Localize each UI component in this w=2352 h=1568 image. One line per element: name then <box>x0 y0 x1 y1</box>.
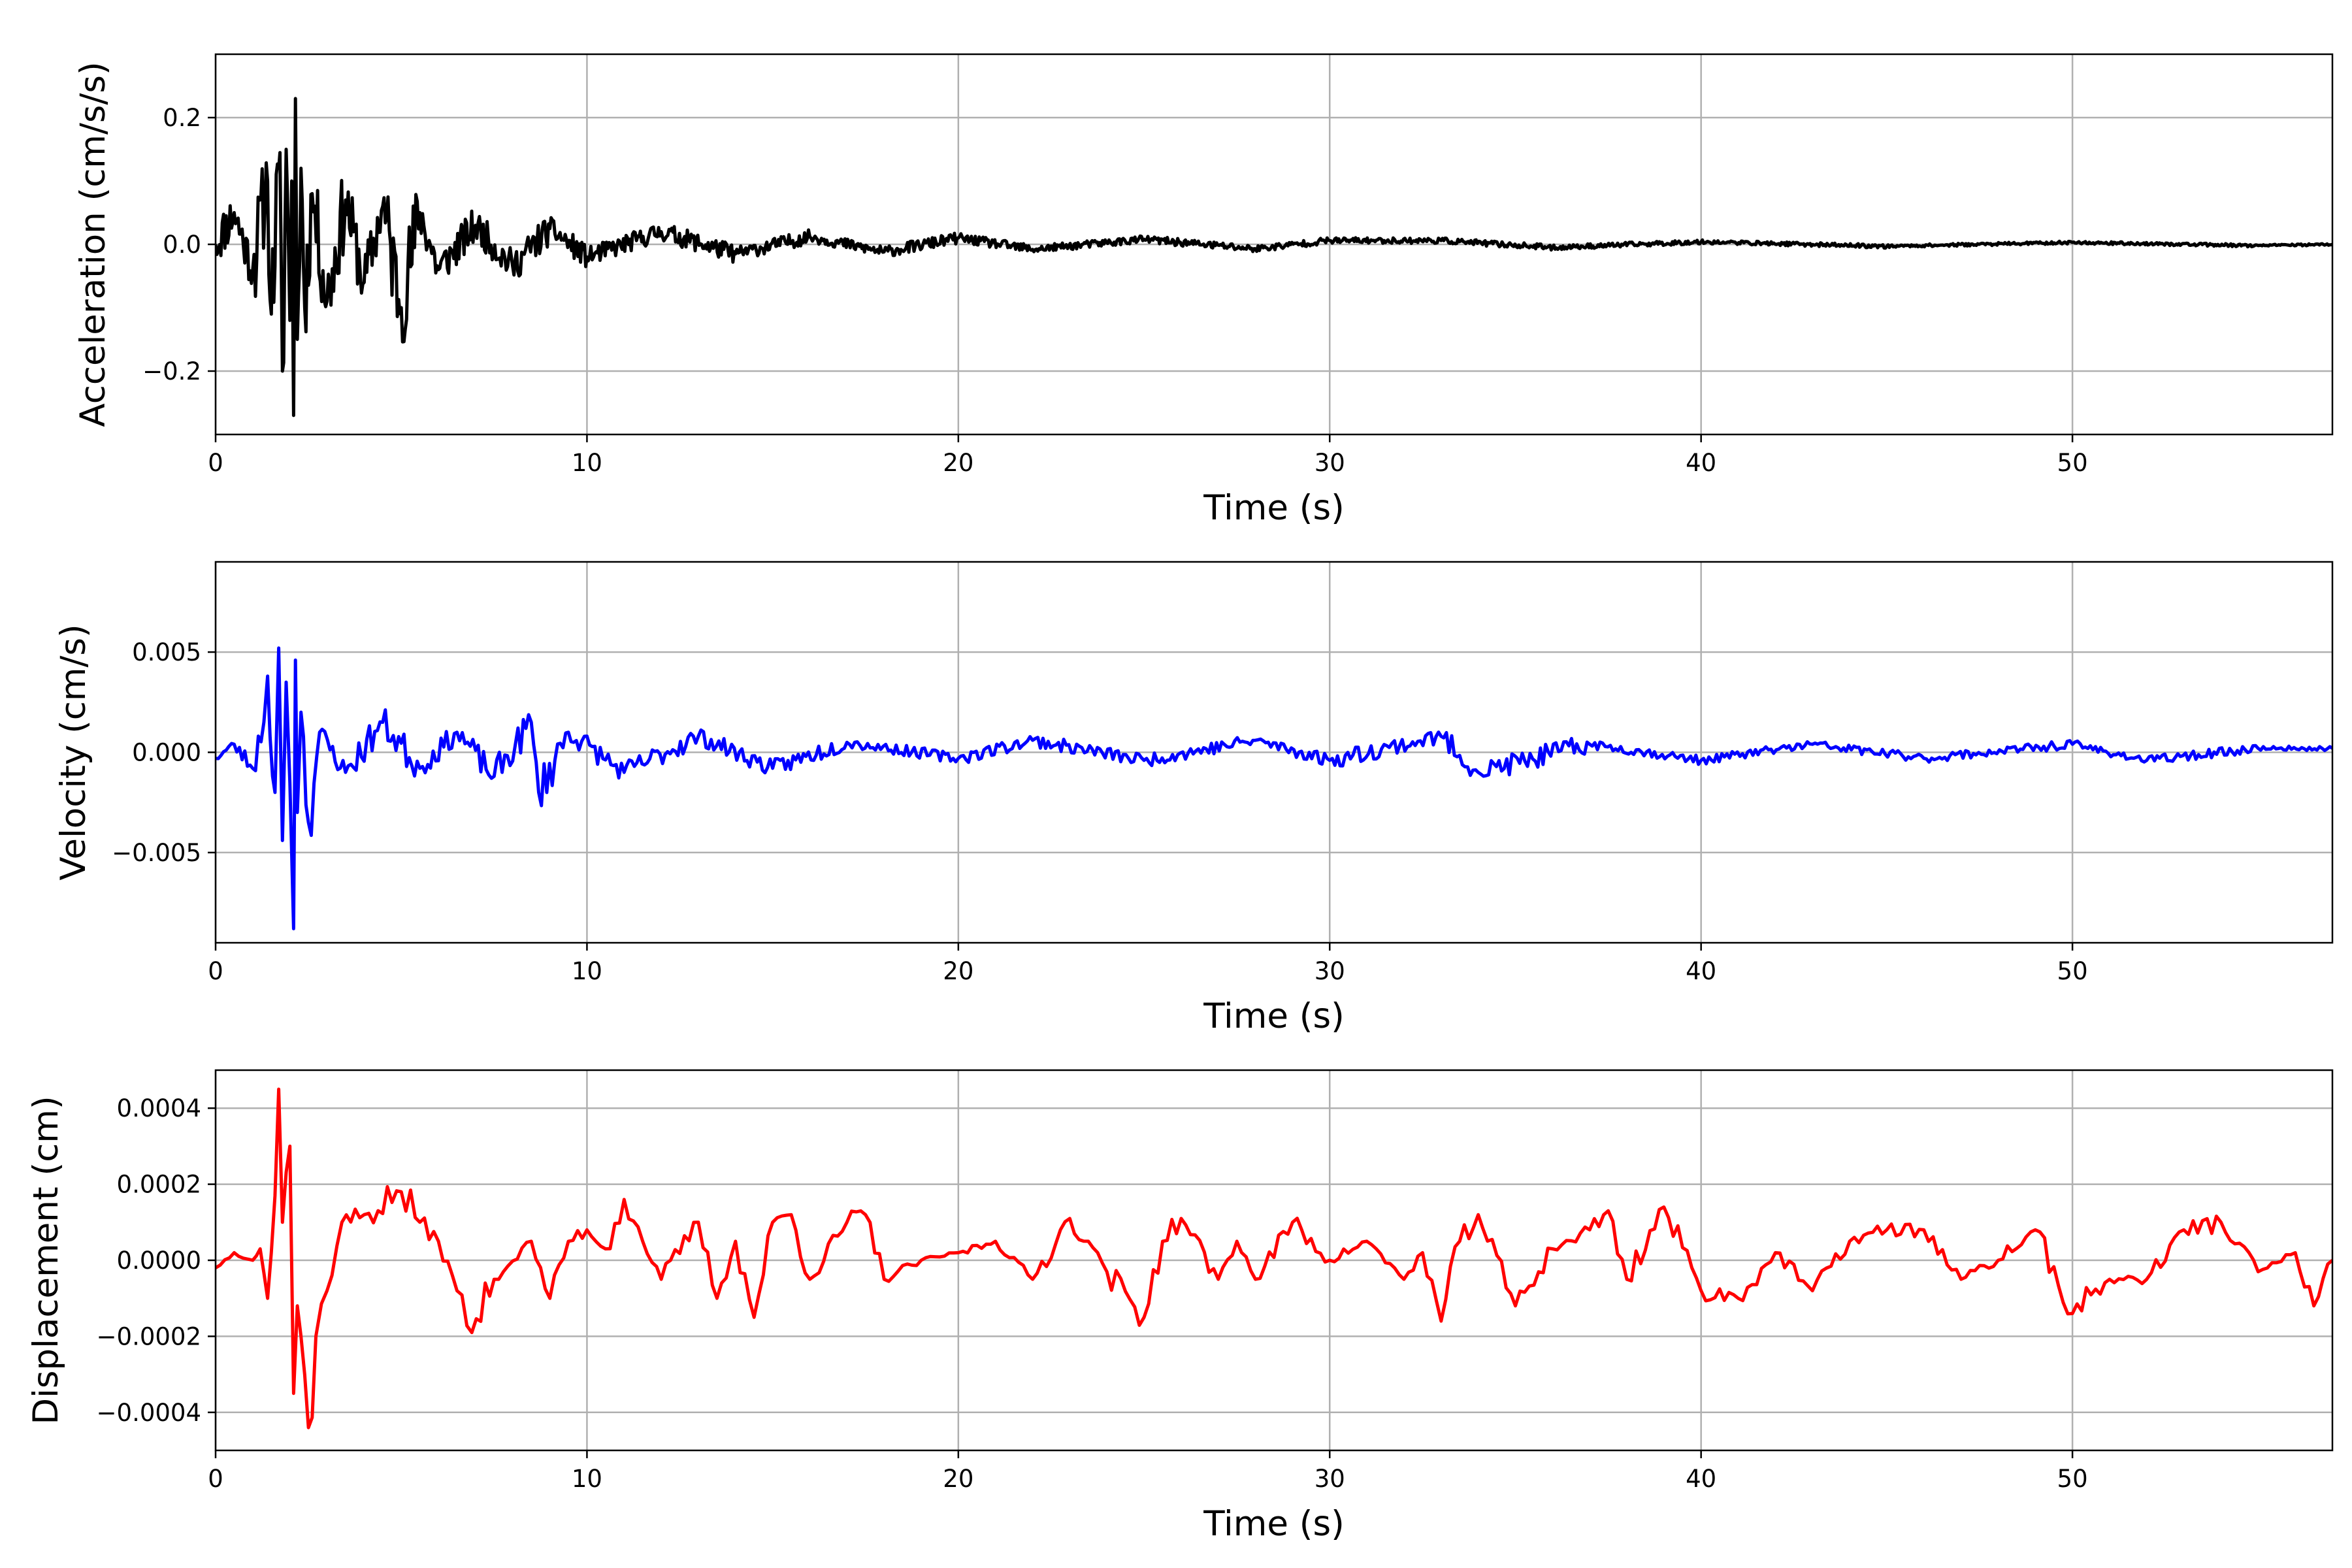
acceleration-ytick-label: 0.0 <box>163 231 201 259</box>
velocity-xtick-label: 0 <box>208 957 223 985</box>
acceleration-xtick-label: 0 <box>208 449 223 477</box>
displacement-series-line <box>216 1087 2332 1429</box>
displacement-ytick-label: 0.0002 <box>117 1171 201 1199</box>
displacement-xaxis-label: Time (s) <box>1203 1504 1345 1544</box>
displacement-xtick-label: 40 <box>1686 1465 1716 1493</box>
velocity-yaxis-label: Velocity (cm/s) <box>54 624 93 880</box>
acceleration-yaxis-label: Acceleration (cm/s/s) <box>73 61 113 427</box>
acceleration-ytick-label: −0.2 <box>142 357 201 385</box>
displacement-ytick-label: 0.0000 <box>117 1247 201 1275</box>
displacement-xtick-label: 10 <box>572 1465 602 1493</box>
acceleration-ytick-label: 0.2 <box>163 104 201 132</box>
velocity-ytick-label: 0.000 <box>132 739 201 767</box>
displacement-ytick-label: −0.0004 <box>97 1399 201 1427</box>
velocity-ytick-label: −0.005 <box>112 839 201 867</box>
velocity-xtick-label: 30 <box>1315 957 1345 985</box>
acceleration-xtick-label: 20 <box>943 449 973 477</box>
acceleration-xtick-label: 30 <box>1315 449 1345 477</box>
velocity-panel: 0 10 20 30 40 50 −0.005 0.000 0.005 Time (s) Veloc… <box>54 561 2334 1036</box>
velocity-series-line <box>216 646 2332 930</box>
velocity-xtick-label: 20 <box>943 957 973 985</box>
displacement-xtick-label: 0 <box>208 1465 223 1493</box>
acceleration-xtick-label: 40 <box>1686 449 1716 477</box>
acceleration-panel: 0 10 20 30 40 50 −0.2 0.0 0.2 Time (s) Acceleratio… <box>73 53 2334 528</box>
displacement-xtick-label: 30 <box>1315 1465 1345 1493</box>
displacement-xtick-label: 50 <box>2057 1465 2088 1493</box>
acceleration-xtick-label: 10 <box>572 449 602 477</box>
displacement-yaxis-label: Displacement (cm) <box>26 1096 66 1424</box>
displacement-ytick-label: 0.0004 <box>117 1094 201 1122</box>
velocity-ytick-label: 0.005 <box>132 638 201 666</box>
acceleration-xaxis-label: Time (s) <box>1203 488 1345 528</box>
velocity-xtick-label: 40 <box>1686 957 1716 985</box>
displacement-xtick-label: 20 <box>943 1465 973 1493</box>
velocity-xaxis-label: Time (s) <box>1203 996 1345 1036</box>
velocity-xtick-label: 50 <box>2057 957 2088 985</box>
displacement-ytick-label: −0.0002 <box>97 1322 201 1350</box>
displacement-panel: 0 10 20 30 40 50 −0.0004 −0.0002 0.0000 0.0002 0.0… <box>26 1069 2334 1544</box>
velocity-xtick-label: 10 <box>572 957 602 985</box>
acceleration-xtick-label: 50 <box>2057 449 2088 477</box>
acceleration-series-line <box>216 97 2332 417</box>
